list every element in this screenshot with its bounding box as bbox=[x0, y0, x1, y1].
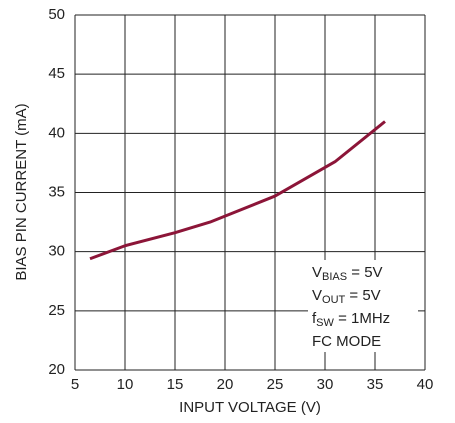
x-tick-label: 40 bbox=[417, 376, 434, 393]
annotation-part: V bbox=[312, 287, 322, 304]
annotation-part: SW bbox=[316, 317, 334, 329]
annotation: FC MODE bbox=[312, 333, 381, 350]
annotation-part: f bbox=[312, 310, 317, 327]
y-tick-label: 25 bbox=[48, 302, 65, 319]
annotation-part: = 1MHz bbox=[334, 310, 390, 327]
annotation-part: = 5V bbox=[345, 287, 380, 304]
x-tick-label: 25 bbox=[267, 376, 284, 393]
x-tick-label: 35 bbox=[367, 376, 384, 393]
annotation: VOUT = 5V bbox=[312, 287, 381, 306]
y-tick-label: 50 bbox=[48, 6, 65, 23]
x-tick-label: 20 bbox=[217, 376, 234, 393]
annotation: fSW = 1MHz bbox=[312, 310, 390, 329]
x-tick-label: 5 bbox=[71, 376, 79, 393]
x-tick-label: 10 bbox=[117, 376, 134, 393]
y-axis-label: BIAS PIN CURRENT (mA) bbox=[13, 103, 30, 280]
data-line bbox=[89, 120, 386, 261]
annotation-part: FC MODE bbox=[312, 333, 381, 350]
y-tick-label: 35 bbox=[48, 183, 65, 200]
annotation-part: = 5V bbox=[347, 264, 382, 281]
x-tick-label: 15 bbox=[167, 376, 184, 393]
annotation-part: BIAS bbox=[322, 271, 347, 283]
y-tick-label: 20 bbox=[48, 361, 65, 378]
y-tick-label: 40 bbox=[48, 124, 65, 141]
x-tick-label: 30 bbox=[317, 376, 334, 393]
annotation-background bbox=[308, 260, 418, 352]
annotation: VBIAS = 5V bbox=[312, 264, 383, 283]
x-axis-label: INPUT VOLTAGE (V) bbox=[179, 399, 321, 416]
y-tick-label: 30 bbox=[48, 243, 65, 260]
annotation-part: OUT bbox=[322, 294, 346, 306]
annotation-part: V bbox=[312, 264, 322, 281]
y-tick-label: 45 bbox=[48, 65, 65, 82]
